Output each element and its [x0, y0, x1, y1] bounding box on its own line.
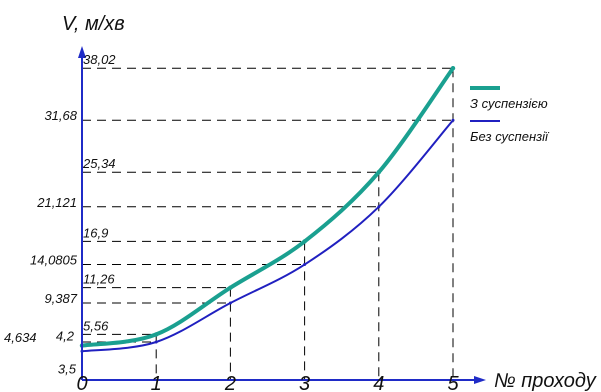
x-tick-labels: 0 1 2 3 4 5: [76, 373, 459, 392]
series-layer: [79, 66, 456, 353]
y-value-label-1-4: 21,121: [36, 195, 77, 210]
y-value-label-0-5: 38,02: [83, 52, 116, 67]
y-value-label-1-3: 14,0805: [30, 253, 78, 268]
y-axis-title: V, м/хв: [62, 13, 125, 35]
x-axis-arrow: [474, 376, 486, 384]
y-value-label-0-0: 4,2: [56, 329, 75, 344]
x-tick-label-2: 2: [224, 373, 236, 392]
guide-lines: [82, 67, 454, 380]
series-1-point-3: [303, 263, 307, 267]
y-tick-labels: 4,2 5,56 11,26 16,9 25,34 38,02 3,5 4,634 9,387 1…: [4, 52, 116, 376]
x-tick-label-3: 3: [299, 373, 310, 392]
legend-label-without-suspension: Без суспензії: [470, 129, 550, 144]
series-1-point-5: [451, 118, 455, 122]
y-value-label-0-1: 5,56: [83, 318, 109, 333]
x-tick-label-4: 4: [373, 373, 384, 392]
series-line-1: [81, 119, 454, 353]
legend-label-with-suspension: З суспензією: [470, 96, 548, 111]
x-axis-title: № проходу: [494, 370, 597, 392]
series-0-point-2: [228, 285, 233, 290]
y-value-label-1-2: 9,387: [44, 291, 77, 306]
series-1-point-4: [377, 205, 381, 209]
series-0-point-4: [376, 170, 381, 175]
x-tick-label-1: 1: [151, 373, 162, 392]
x-tick-label-0: 0: [76, 373, 87, 392]
y-value-label-1-1: 4,634: [4, 330, 37, 345]
y-value-label-0-3: 16,9: [83, 225, 108, 240]
y-value-label-1-0: 3,5: [58, 361, 77, 376]
legend: З суспензією Без суспензії: [470, 86, 550, 144]
y-value-label-0-4: 25,34: [82, 156, 116, 171]
y-value-label-1-5: 31,68: [44, 108, 77, 123]
y-axis-arrow: [78, 46, 86, 58]
series-0-point-3: [302, 239, 307, 244]
x-tick-label-5: 5: [447, 373, 459, 392]
series-0-point-1: [154, 332, 159, 337]
series-0-point-5: [450, 66, 456, 71]
y-value-label-0-2: 11,26: [83, 272, 115, 287]
series-1-point-2: [228, 301, 232, 305]
series-1-point-1: [154, 340, 158, 344]
